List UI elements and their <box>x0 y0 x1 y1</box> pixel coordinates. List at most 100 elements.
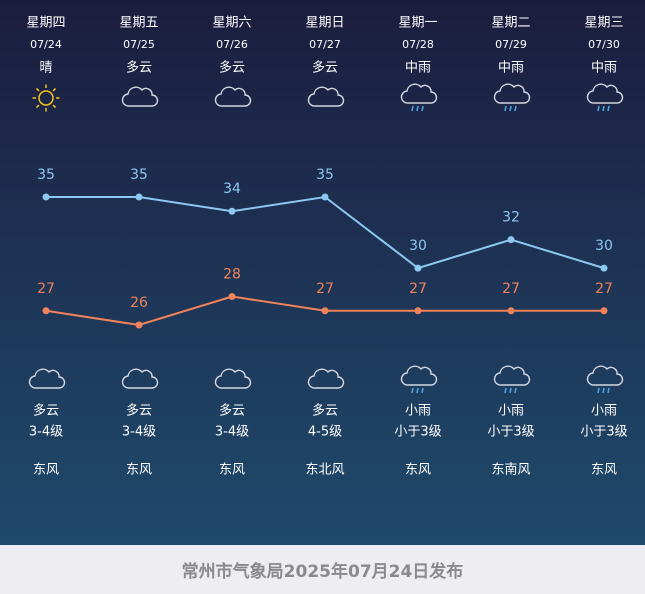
temperature-label: 35 <box>316 167 334 183</box>
rain-drop <box>504 387 507 394</box>
footer: 常州市气象局2025年07月24日发布 <box>0 545 645 594</box>
night-weather: 小雨 <box>405 404 431 419</box>
sun-ray <box>52 104 57 109</box>
temperature-label: 35 <box>130 167 148 183</box>
weekday: 星期三 <box>584 16 623 31</box>
temperature-label: 27 <box>316 281 334 297</box>
date: 07/25 <box>123 38 155 51</box>
temperature-label: 34 <box>223 181 241 197</box>
wind-level: 3-4级 <box>215 425 249 440</box>
cloud-icon <box>28 368 66 389</box>
cloud-icon <box>214 86 252 107</box>
wind-direction: 东风 <box>33 463 59 478</box>
weekday: 星期五 <box>119 16 158 31</box>
cloud-icon <box>307 368 345 389</box>
day-weather: 中雨 <box>498 61 524 76</box>
night-weather: 多云 <box>33 403 59 419</box>
wind-level: 小于3级 <box>580 425 627 440</box>
temperature-point <box>42 307 50 315</box>
weekday: 星期二 <box>491 16 530 31</box>
rain-drop <box>607 105 610 112</box>
rain-drop <box>509 387 512 394</box>
temperature-label: 27 <box>595 281 613 297</box>
temperature-point <box>228 207 236 215</box>
temperature-label: 27 <box>37 281 55 297</box>
temperature-point <box>321 193 329 201</box>
wind-level: 小于3级 <box>394 425 441 440</box>
rain-drop <box>509 105 512 112</box>
rain-cloud-icon <box>586 365 624 386</box>
temperature-label: 27 <box>409 281 427 297</box>
temperature-point <box>414 264 422 272</box>
day-weather: 多云 <box>312 60 338 76</box>
temperature-label: 35 <box>37 167 55 183</box>
date: 07/27 <box>309 38 341 51</box>
temperature-point <box>135 193 143 201</box>
rain-cloud-icon <box>400 83 438 104</box>
temperature-point <box>135 321 143 329</box>
weekday: 星期四 <box>26 16 65 31</box>
wind-direction: 东风 <box>219 463 245 478</box>
rain-drop <box>607 387 610 394</box>
day-weather: 多云 <box>126 60 152 76</box>
wind-level: 3-4级 <box>122 425 156 440</box>
night-weather: 多云 <box>312 403 338 419</box>
temperature-label: 27 <box>502 281 520 297</box>
wind-direction: 东风 <box>405 463 431 478</box>
temperature-point <box>507 236 515 244</box>
weekday: 星期日 <box>305 16 344 31</box>
rain-drop <box>504 105 507 112</box>
rain-drop <box>514 387 517 394</box>
rain-drop <box>514 105 517 112</box>
day-weather: 多云 <box>219 60 245 76</box>
night-weather: 多云 <box>126 403 152 419</box>
rain-drop <box>421 105 424 112</box>
temperature-label: 30 <box>595 238 613 254</box>
rain-drop <box>602 105 605 112</box>
date: 07/24 <box>30 38 62 51</box>
rain-cloud-icon <box>400 365 438 386</box>
date: 07/29 <box>495 38 527 51</box>
day-weather: 中雨 <box>591 61 617 76</box>
temperature-point <box>321 307 329 315</box>
day-weather: 晴 <box>39 61 52 76</box>
temperature-label: 30 <box>409 238 427 254</box>
wind-level: 3-4级 <box>29 425 63 440</box>
wind-direction: 东风 <box>126 463 152 478</box>
temperature-point <box>600 264 608 272</box>
temperature-point <box>228 293 236 301</box>
temperature-label: 28 <box>223 267 241 283</box>
cloud-icon <box>307 86 345 107</box>
wind-direction: 东风 <box>591 463 617 478</box>
date: 07/30 <box>588 38 620 51</box>
sun-ray <box>52 87 57 92</box>
date: 07/28 <box>402 38 434 51</box>
temperature-label: 32 <box>502 210 520 226</box>
sun-ray <box>35 87 40 92</box>
rain-drop <box>602 387 605 394</box>
rain-drop <box>421 387 424 394</box>
wind-direction: 东北风 <box>305 463 344 478</box>
temperature-label: 26 <box>130 295 148 311</box>
weekday: 星期一 <box>398 16 437 31</box>
rain-drop <box>597 387 600 394</box>
day-weather: 中雨 <box>405 61 431 76</box>
night-weather: 多云 <box>219 403 245 419</box>
wind-level: 4-5级 <box>308 425 342 440</box>
background <box>0 0 645 545</box>
rain-cloud-icon <box>493 365 531 386</box>
night-weather: 小雨 <box>498 404 524 419</box>
forecast-panel: 星期四07/24晴多云3-4级东风星期五07/25多云多云3-4级东风星期六07… <box>0 0 645 545</box>
rain-cloud-icon <box>586 83 624 104</box>
wind-direction: 东南风 <box>491 462 530 478</box>
temperature-point <box>507 307 515 315</box>
date: 07/26 <box>216 38 248 51</box>
rain-drop <box>597 105 600 112</box>
weekday: 星期六 <box>212 16 251 31</box>
rain-cloud-icon <box>493 83 531 104</box>
sun-ray <box>35 104 40 109</box>
cloud-icon <box>214 368 252 389</box>
temperature-point <box>42 193 50 201</box>
sun-icon <box>38 90 54 106</box>
